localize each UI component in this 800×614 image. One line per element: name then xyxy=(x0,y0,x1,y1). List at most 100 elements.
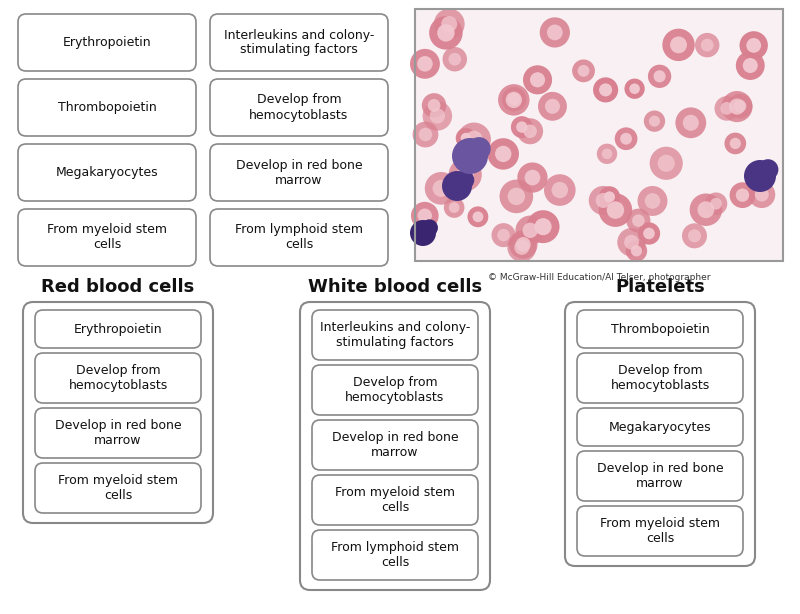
Circle shape xyxy=(457,166,474,184)
FancyBboxPatch shape xyxy=(577,408,743,446)
Circle shape xyxy=(545,99,560,114)
Circle shape xyxy=(589,186,618,215)
Text: From myeloid stem
cells: From myeloid stem cells xyxy=(600,517,720,545)
FancyBboxPatch shape xyxy=(18,209,196,266)
Text: Develop in red bone
marrow: Develop in red bone marrow xyxy=(54,419,182,447)
Circle shape xyxy=(473,211,483,222)
Text: From myeloid stem
cells: From myeloid stem cells xyxy=(335,486,455,514)
Circle shape xyxy=(758,159,778,180)
FancyBboxPatch shape xyxy=(300,302,490,590)
Circle shape xyxy=(649,115,660,126)
Circle shape xyxy=(730,182,755,208)
Circle shape xyxy=(727,94,752,119)
Text: White blood cells: White blood cells xyxy=(308,278,482,296)
Circle shape xyxy=(456,128,476,149)
Circle shape xyxy=(523,65,552,95)
FancyBboxPatch shape xyxy=(18,79,196,136)
Circle shape xyxy=(638,222,660,244)
Circle shape xyxy=(410,49,440,79)
Circle shape xyxy=(746,38,761,53)
Circle shape xyxy=(487,138,519,169)
Circle shape xyxy=(449,158,482,192)
Circle shape xyxy=(433,180,450,197)
Text: Develop in red bone
marrow: Develop in red bone marrow xyxy=(236,158,362,187)
Circle shape xyxy=(725,133,746,154)
Circle shape xyxy=(516,237,530,252)
Circle shape xyxy=(744,160,776,192)
Circle shape xyxy=(643,228,654,239)
Text: Thrombopoietin: Thrombopoietin xyxy=(58,101,156,114)
Circle shape xyxy=(434,9,465,39)
Text: From lymphoid stem
cells: From lymphoid stem cells xyxy=(235,223,363,252)
FancyBboxPatch shape xyxy=(577,451,743,501)
Circle shape xyxy=(632,214,645,227)
Circle shape xyxy=(662,29,694,61)
Circle shape xyxy=(596,193,611,208)
Circle shape xyxy=(551,182,568,198)
Text: Interleukins and colony-
stimulating factors: Interleukins and colony- stimulating fac… xyxy=(224,28,374,56)
FancyBboxPatch shape xyxy=(210,14,388,71)
Circle shape xyxy=(425,172,458,204)
Circle shape xyxy=(650,147,682,180)
Circle shape xyxy=(675,107,706,138)
Text: From myeloid stem
cells: From myeloid stem cells xyxy=(47,223,167,252)
Text: Develop in red bone
marrow: Develop in red bone marrow xyxy=(332,431,458,459)
Circle shape xyxy=(701,39,714,52)
Circle shape xyxy=(518,163,547,193)
FancyBboxPatch shape xyxy=(18,144,196,201)
Circle shape xyxy=(695,33,719,57)
Circle shape xyxy=(511,116,533,138)
Circle shape xyxy=(538,92,567,121)
Circle shape xyxy=(688,229,701,243)
Circle shape xyxy=(631,246,642,257)
FancyBboxPatch shape xyxy=(23,302,213,523)
Circle shape xyxy=(598,193,632,227)
Circle shape xyxy=(525,169,540,185)
Circle shape xyxy=(722,91,753,122)
Circle shape xyxy=(682,115,699,131)
Text: Develop in red bone
marrow: Develop in red bone marrow xyxy=(597,462,723,490)
FancyBboxPatch shape xyxy=(312,420,478,470)
Circle shape xyxy=(508,93,521,106)
Circle shape xyxy=(638,186,667,216)
Circle shape xyxy=(648,64,671,88)
FancyBboxPatch shape xyxy=(565,302,755,566)
Circle shape xyxy=(544,174,576,206)
Circle shape xyxy=(547,25,562,41)
Circle shape xyxy=(507,233,536,262)
Circle shape xyxy=(437,24,454,42)
Circle shape xyxy=(604,192,615,203)
Circle shape xyxy=(644,111,665,132)
Circle shape xyxy=(467,137,490,160)
Circle shape xyxy=(495,146,511,162)
Circle shape xyxy=(491,223,515,247)
Circle shape xyxy=(658,155,675,172)
Circle shape xyxy=(417,56,433,72)
Text: Erythropoietin: Erythropoietin xyxy=(74,322,162,335)
Circle shape xyxy=(597,144,617,164)
Text: © McGraw-Hill Education/Al Telser, photographer: © McGraw-Hill Education/Al Telser, photo… xyxy=(488,273,710,282)
Circle shape xyxy=(422,93,446,117)
FancyBboxPatch shape xyxy=(312,365,478,415)
Circle shape xyxy=(714,96,739,121)
Circle shape xyxy=(466,131,482,148)
Text: From myeloid stem
cells: From myeloid stem cells xyxy=(58,474,178,502)
Circle shape xyxy=(710,198,722,209)
Circle shape xyxy=(530,72,545,87)
Bar xyxy=(415,9,783,261)
Circle shape xyxy=(598,186,620,208)
Circle shape xyxy=(516,122,528,133)
Text: Interleukins and colony-
stimulating factors: Interleukins and colony- stimulating fac… xyxy=(320,321,470,349)
FancyBboxPatch shape xyxy=(35,353,201,403)
Circle shape xyxy=(602,149,612,159)
FancyBboxPatch shape xyxy=(35,310,201,348)
Circle shape xyxy=(498,229,510,241)
Circle shape xyxy=(418,209,432,223)
Circle shape xyxy=(449,202,459,213)
Circle shape xyxy=(572,60,595,82)
Text: Develop from
hemocytoblasts: Develop from hemocytoblasts xyxy=(68,364,168,392)
Circle shape xyxy=(502,87,526,112)
Circle shape xyxy=(508,188,525,205)
FancyBboxPatch shape xyxy=(35,408,201,458)
Circle shape xyxy=(624,235,639,250)
